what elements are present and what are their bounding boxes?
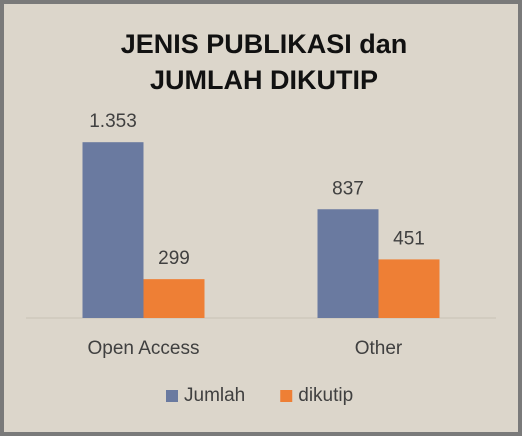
x-tick-label: Open Access [88, 338, 200, 359]
bar [317, 209, 379, 318]
plot: Open Access 1.353 299 Other 837 451 Jumlah diku… [26, 111, 496, 406]
x-tick-label: Other [355, 338, 403, 359]
legend-label: Jumlah [184, 385, 245, 406]
bar [82, 142, 144, 318]
data-label: 299 [158, 248, 190, 269]
bar [378, 259, 440, 318]
data-label: 451 [393, 228, 425, 249]
legend-swatch [280, 390, 293, 402]
data-label: 1.353 [89, 111, 137, 132]
data-label: 837 [332, 178, 364, 199]
bar [143, 279, 205, 318]
chart-title: JENIS PUBLIKASI dan JUMLAH DIKUTIP [120, 29, 408, 95]
legend-label: dikutip [298, 385, 353, 406]
legend-swatch [166, 390, 178, 402]
